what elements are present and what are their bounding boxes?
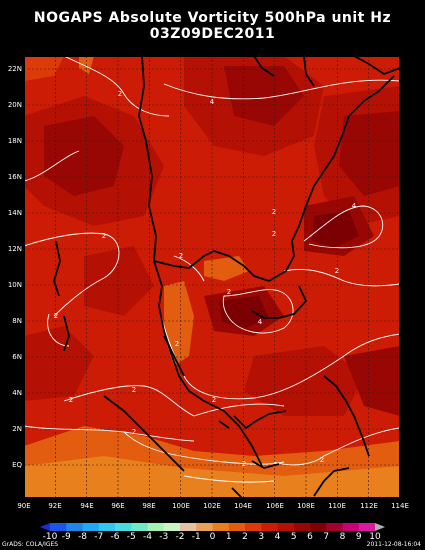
- contour-label: 2: [272, 208, 276, 216]
- colorbar-segment: [228, 523, 246, 531]
- contour-label: 2: [118, 90, 122, 98]
- colorbar-tick-label: -1: [191, 532, 201, 542]
- colorbar-tick-label: 4: [274, 532, 281, 542]
- colorbar-tick-label: 10: [369, 532, 381, 542]
- map-title: NOGAPS Absolute Vorticity 500hPa unit Hz: [33, 10, 392, 26]
- colorbar-segment: [358, 523, 376, 531]
- colorbar-segment: [163, 523, 181, 531]
- contour-label: 2: [102, 232, 106, 240]
- contour-label: 2: [69, 396, 73, 404]
- colorbar-segment: [98, 523, 116, 531]
- lat-tick-label: 6N: [12, 353, 22, 361]
- lat-lon-grid: [24, 56, 400, 498]
- lon-tick-label: 90E: [17, 502, 31, 510]
- colorbar-tick-label: 3: [258, 532, 265, 542]
- lat-tick-label: 18N: [7, 137, 22, 145]
- colorbar-segment: [131, 523, 148, 531]
- vorticity-map: 2 4 2 2 4 2 2 2 2 2 4 2 2 2 2 2 2 2: [24, 56, 400, 498]
- lon-tick-label: 106E: [266, 502, 284, 510]
- colorbar-tick-label: -4: [143, 532, 152, 542]
- contour-label: 2: [227, 288, 231, 296]
- colorbar-tick-label: -10: [42, 532, 58, 542]
- colorbar-tick-label: 7: [323, 532, 330, 542]
- contour-label: 2: [54, 312, 58, 320]
- lon-tick-label: 114E: [391, 502, 409, 510]
- contour-label: 2: [212, 396, 216, 404]
- colorbar-segment: [115, 523, 132, 531]
- colorbar-tick-label: -6: [110, 532, 120, 542]
- colorbar-segment: [277, 523, 295, 531]
- colorbar-tick-label: 5: [290, 532, 297, 542]
- lon-tick-label: 94E: [80, 502, 94, 510]
- colorbar-segment: [40, 523, 50, 531]
- colorbar-tick-label: -5: [126, 532, 136, 542]
- lon-tick-label: 92E: [48, 502, 62, 510]
- colorbar-segment: [310, 523, 327, 531]
- colorbar: [40, 523, 385, 531]
- colorbar-segment: [326, 523, 343, 531]
- contour-label: 2: [335, 267, 339, 275]
- lon-tick-label: 104E: [234, 502, 252, 510]
- lat-tick-label: 16N: [7, 173, 22, 181]
- lon-tick-label: 98E: [142, 502, 156, 510]
- coastlines: [53, 56, 400, 498]
- colorbar-tick-label: -2: [175, 532, 185, 542]
- colorbar-tick-label: 1: [225, 532, 232, 542]
- colorbar-tick-label: 6: [307, 532, 313, 542]
- colorbar-tick-label: -9: [61, 532, 71, 542]
- colorbar-segment: [82, 523, 100, 531]
- contour-label: 4: [352, 202, 357, 210]
- colorbar-segment: [342, 523, 360, 531]
- lat-tick-label: 14N: [7, 209, 22, 217]
- lat-tick-label: 8N: [12, 317, 22, 325]
- contour-label: 2: [132, 386, 136, 394]
- map-timestamp: 03Z09DEC2011: [149, 26, 276, 42]
- map-frame: [24, 56, 400, 498]
- credit-right: 2011-12-08-16:04: [366, 541, 421, 548]
- colorbar-segment: [375, 523, 385, 531]
- contour-label: 2: [175, 340, 179, 348]
- colorbar-tick-label: -8: [78, 532, 87, 542]
- lat-tick-label: 20N: [7, 101, 22, 109]
- colorbar-tick-label: -3: [159, 532, 169, 542]
- colorbar-segment: [196, 523, 213, 531]
- contour-label: 2: [272, 230, 276, 238]
- lon-tick-label: 96E: [111, 502, 125, 510]
- colorbar-tick-label: 0: [209, 532, 216, 542]
- lat-tick-label: 2N: [12, 425, 22, 433]
- contour-label: 2: [179, 252, 183, 260]
- colorbar-tick-label: 2: [242, 532, 248, 542]
- colorbar-tick-label: 9: [355, 532, 362, 542]
- colorbar-segment: [147, 523, 165, 531]
- colorbar-segment: [293, 523, 311, 531]
- lon-tick-label: 102E: [203, 502, 221, 510]
- contour-label: 2: [132, 428, 136, 436]
- lat-tick-label: 22N: [7, 65, 22, 73]
- vorticity-contours: [24, 56, 400, 483]
- contour-label: 2: [320, 456, 324, 464]
- contour-label: 4: [210, 98, 215, 106]
- colorbar-tick-label: -7: [94, 532, 104, 542]
- lon-tick-label: 110E: [328, 502, 346, 510]
- colorbar-segment: [180, 523, 197, 531]
- contour-label: 4: [258, 318, 263, 326]
- high-vorticity-regions: [24, 56, 400, 416]
- contour-label-group: 2 4 2 2 4 2 2 2 2 2 4 2 2 2 2 2 2 2: [54, 90, 357, 468]
- lat-tick-label: EQ: [12, 461, 22, 469]
- colorbar-segment: [212, 523, 230, 531]
- colorbar-segment: [66, 523, 83, 531]
- colorbar-segment: [50, 523, 67, 531]
- lat-tick-label: 12N: [7, 245, 22, 253]
- credit-left: GrADS: COLA/IGES: [2, 541, 59, 548]
- lon-tick-label: 108E: [297, 502, 315, 510]
- lat-tick-label: 4N: [12, 389, 22, 397]
- colorbar-segment: [245, 523, 262, 531]
- lon-tick-label: 100E: [172, 502, 190, 510]
- lat-tick-label: 10N: [7, 281, 22, 289]
- contour-label: 2: [242, 460, 246, 468]
- lon-tick-label: 112E: [360, 502, 378, 510]
- colorbar-segment: [261, 523, 278, 531]
- colorbar-tick-label: 8: [339, 532, 346, 542]
